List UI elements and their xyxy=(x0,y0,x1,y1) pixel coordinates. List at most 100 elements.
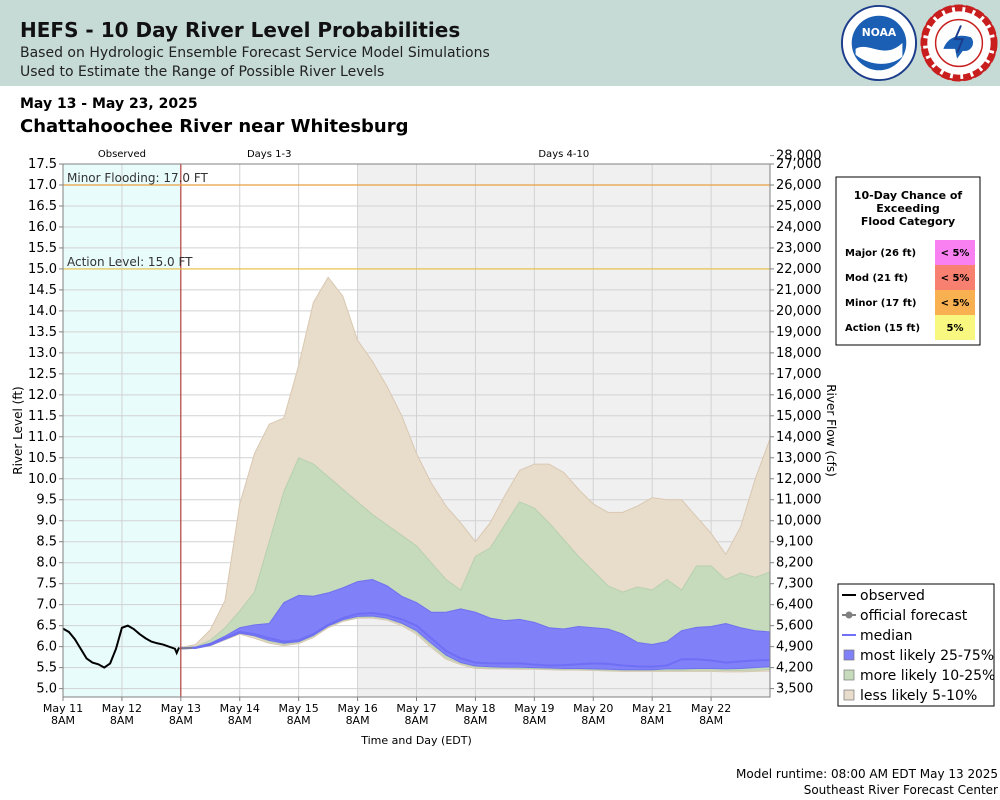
nws-logo xyxy=(920,4,998,82)
y-tick-label: 5.0 xyxy=(36,682,57,697)
y-right-tick-label: 24,000 xyxy=(776,220,822,235)
y-right-tick-label: 27,000 xyxy=(776,157,822,172)
y-tick-label: 8.5 xyxy=(36,535,57,550)
x-tick-label-time: 8AM xyxy=(463,714,487,727)
y-tick-label: 12.0 xyxy=(28,388,57,403)
y-right-tick-label: 28,000 xyxy=(776,149,822,164)
y-right-tick-label: 11,000 xyxy=(776,493,822,508)
y-right-tick-label: 4,200 xyxy=(776,661,813,676)
y-tick-label: 10.0 xyxy=(28,472,57,487)
x-tick-label-time: 8AM xyxy=(640,714,664,727)
y-tick-label: 7.5 xyxy=(36,577,57,592)
y-axis-label: River Level (ft) xyxy=(11,386,25,474)
chance-row-label: Action (15 ft) xyxy=(845,323,920,334)
legend-swatch-more-likely-10-25 xyxy=(843,669,855,681)
chance-row-swatch xyxy=(935,265,975,290)
x-tick-label-day: May 20 xyxy=(573,702,613,715)
y-right-tick-label: 20,000 xyxy=(776,304,822,319)
y-right-tick-label: 15,000 xyxy=(776,409,822,424)
hefs-chart: Observed Days 1-3 Days 4-10 Minor Flooding:… xyxy=(11,149,995,747)
chance-row-swatch xyxy=(935,290,975,315)
x-tick-label-time: 8AM xyxy=(110,714,134,727)
y-tick-label: 15.5 xyxy=(28,241,57,256)
chance-table-title: 10-Day Chance of xyxy=(854,189,963,202)
x-tick-label-time: 8AM xyxy=(228,714,252,727)
y-right-tick-label: 8,200 xyxy=(776,556,813,571)
header-bar: HEFS - 10 Day River Level Probabilities … xyxy=(0,0,1000,86)
y-right-tick-label: 23,000 xyxy=(776,241,822,256)
legend-label-more-likely-10-25: more likely 10-25% xyxy=(860,668,995,684)
x-tick-label-day: May 17 xyxy=(396,702,436,715)
legend-label-median: median xyxy=(860,628,912,644)
y-tick-label: 14.5 xyxy=(28,283,57,298)
x-tick-label-time: 8AM xyxy=(699,714,723,727)
location-title: Chattahoochee River near Whitesburg xyxy=(20,116,409,137)
x-tick-label-day: May 22 xyxy=(691,702,731,715)
noaa-logo-text: NOAA xyxy=(862,26,897,39)
y-right-tick-label: 14,000 xyxy=(776,430,822,445)
chance-row-label: Minor (17 ft) xyxy=(845,298,916,309)
model-runtime: Model runtime: 08:00 AM EDT May 13 2025 xyxy=(736,767,998,781)
y-tick-label: 12.5 xyxy=(28,367,57,382)
page-title: HEFS - 10 Day River Level Probabilities xyxy=(20,18,461,42)
chance-row-swatch xyxy=(935,240,975,265)
legend-marker-official-forecast xyxy=(845,611,853,619)
x-tick-label-time: 8AM xyxy=(346,714,370,727)
y-tick-label: 17.5 xyxy=(28,157,57,172)
chance-row-value: < 5% xyxy=(941,298,970,309)
chance-table-title: Flood Category xyxy=(861,215,955,228)
legend-swatch-most-likely-25-75 xyxy=(843,649,855,661)
y-tick-label: 13.0 xyxy=(28,346,57,361)
y-tick-label: 9.0 xyxy=(36,514,57,529)
y-right-tick-label: 21,000 xyxy=(776,283,822,298)
legend-box xyxy=(837,583,995,707)
y-right-tick-label: 6,400 xyxy=(776,598,813,613)
x-tick-label-time: 8AM xyxy=(169,714,193,727)
y-tick-label: 13.5 xyxy=(28,325,57,340)
x-tick-label-day: May 12 xyxy=(102,702,142,715)
y-right-tick-label: 10,000 xyxy=(776,514,822,529)
x-tick-label-time: 8AM xyxy=(522,714,546,727)
x-tick-label-time: 8AM xyxy=(404,714,428,727)
y-right-tick-label: 18,000 xyxy=(776,346,822,361)
legend-swatch-less-likely-5-10 xyxy=(843,689,855,701)
y-tick-label: 7.0 xyxy=(36,598,57,613)
region-label-days-1-3: Days 1-3 xyxy=(247,149,291,160)
y-right-tick-label: 16,000 xyxy=(776,388,822,403)
y-tick-label: 17.0 xyxy=(28,178,57,193)
y-tick-label: 11.0 xyxy=(28,430,57,445)
page-subtitle-2: Used to Estimate the Range of Possible R… xyxy=(20,64,385,80)
legend-label-observed: observed xyxy=(860,588,925,604)
x-tick-label-day: May 16 xyxy=(337,702,377,715)
y-right-tick-label: 3,500 xyxy=(776,682,813,697)
region-label-observed: Observed xyxy=(98,149,146,160)
chance-row-label: Major (26 ft) xyxy=(845,248,916,259)
chance-table-title: Exceeding xyxy=(876,202,939,215)
y-right-tick-label: 22,000 xyxy=(776,262,822,277)
region-label-days-4-10: Days 4-10 xyxy=(538,149,589,160)
chance-row-value: < 5% xyxy=(941,273,970,284)
y-right-tick-label: 5,600 xyxy=(776,619,813,634)
chance-row-value: < 5% xyxy=(941,248,970,259)
legend-label-less-likely-5-10: less likely 5-10% xyxy=(860,688,977,704)
x-tick-label-day: May 15 xyxy=(279,702,319,715)
y-right-tick-label: 4,900 xyxy=(776,640,813,655)
legend-label-official-forecast: official forecast xyxy=(860,608,968,624)
y-tick-label: 6.5 xyxy=(36,619,57,634)
x-axis-label: Time and Day (EDT) xyxy=(360,734,472,747)
threshold-label-minor-flooding-17-0-ft: Minor Flooding: 17.0 FT xyxy=(67,171,209,185)
y-right-tick-label: 13,000 xyxy=(776,451,822,466)
forecast-center: Southeast River Forecast Center xyxy=(803,783,998,797)
y-right-tick-label: 17,000 xyxy=(776,367,822,382)
date-range: May 13 - May 23, 2025 xyxy=(20,96,198,112)
noaa-logo: NOAA xyxy=(840,4,918,82)
y-tick-label: 16.5 xyxy=(28,199,57,214)
page-subtitle-1: Based on Hydrologic Ensemble Forecast Se… xyxy=(20,45,490,61)
chance-row-label: Mod (21 ft) xyxy=(845,273,908,284)
x-tick-label-day: May 18 xyxy=(455,702,495,715)
x-tick-label-time: 8AM xyxy=(287,714,311,727)
legend-label-most-likely-25-75: most likely 25-75% xyxy=(860,648,994,664)
y-tick-label: 8.0 xyxy=(36,556,57,571)
y-right-tick-label: 12,000 xyxy=(776,472,822,487)
observed-line xyxy=(62,624,180,669)
